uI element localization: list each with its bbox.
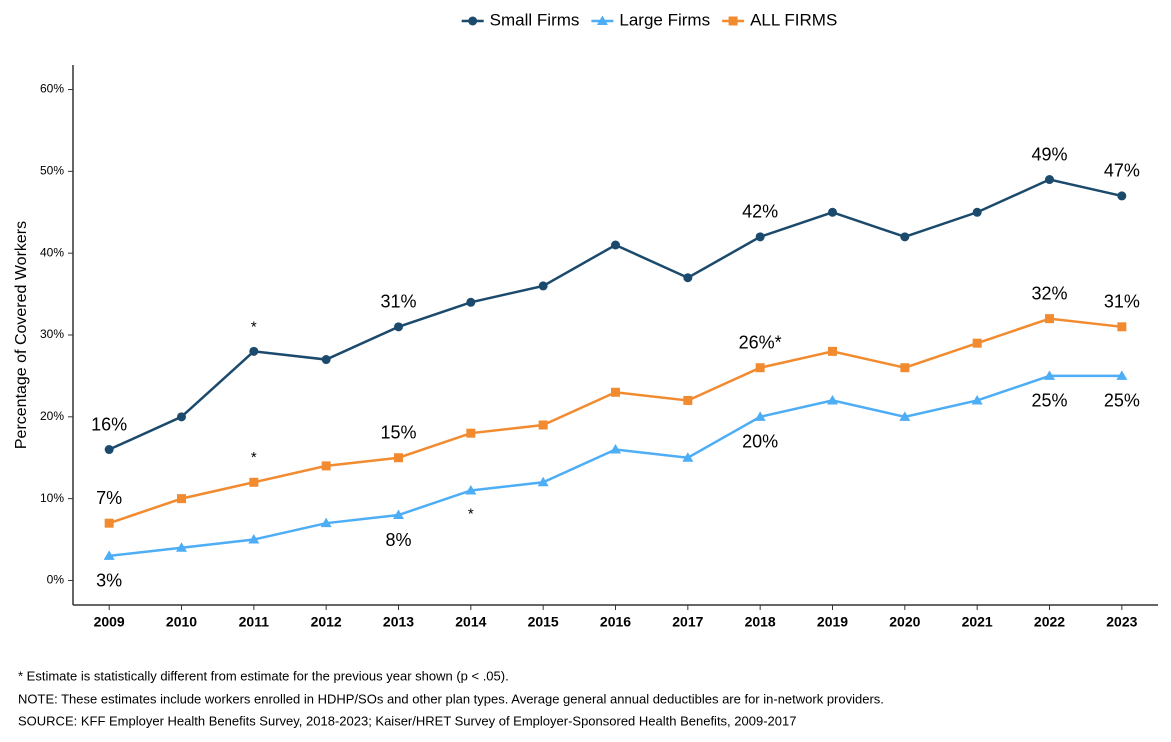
data-point: [538, 281, 548, 291]
y-tick-label: 20%: [40, 409, 64, 423]
x-tick-label: 2018: [745, 614, 776, 630]
annotation: *: [251, 318, 257, 335]
x-tick-label: 2022: [1034, 614, 1065, 630]
data-point: [466, 428, 476, 438]
data-label: 15%: [380, 422, 416, 442]
data-point: [754, 411, 766, 421]
data-point: [321, 355, 331, 365]
x-tick-label: 2015: [528, 614, 559, 630]
data-point: [683, 273, 693, 283]
data-point: [104, 518, 114, 528]
data-point: [972, 207, 982, 217]
data-point: [900, 363, 910, 373]
series-line: [108, 317, 1122, 525]
y-tick-label: 0%: [47, 573, 65, 587]
data-point: [755, 363, 765, 373]
data-label: 31%: [1104, 292, 1140, 312]
legend-label: ALL FIRMS: [750, 10, 837, 29]
data-point: [755, 232, 765, 242]
data-point: [466, 297, 476, 307]
series-line: [109, 374, 1122, 558]
x-tick-label: 2020: [889, 614, 920, 630]
legend-marker: [468, 16, 478, 26]
data-point: [394, 322, 403, 332]
data-label: 31%: [380, 292, 416, 312]
data-point: [1044, 370, 1055, 380]
data-point: [249, 477, 259, 487]
data-point: [611, 387, 620, 397]
data-point: [1117, 191, 1127, 201]
data-point: [177, 412, 186, 422]
data-label: 8%: [385, 530, 411, 550]
data-point: [103, 550, 115, 560]
x-tick-label: 2011: [239, 614, 270, 630]
x-tick-label: 2009: [94, 614, 125, 630]
y-tick-label: 50%: [40, 164, 64, 178]
data-point: [538, 420, 548, 430]
data-label: 20%: [742, 432, 778, 452]
data-point: [1045, 175, 1054, 185]
data-point: [321, 461, 331, 471]
x-tick-label: 2021: [962, 614, 993, 630]
x-tick-label: 2016: [600, 614, 631, 630]
footnote: NOTE: These estimates include workers en…: [18, 691, 884, 706]
footnote: SOURCE: KFF Employer Health Benefits Sur…: [18, 713, 796, 728]
data-point: [611, 240, 620, 250]
x-tick-label: 2013: [383, 614, 414, 630]
y-tick-label: 60%: [40, 82, 64, 96]
y-axis-title: Percentage of Covered Workers: [13, 221, 30, 449]
annotation: *: [468, 505, 474, 522]
x-tick-label: 2017: [672, 614, 703, 630]
data-point: [177, 494, 186, 504]
data-point: [900, 232, 910, 242]
data-point: [1116, 370, 1128, 380]
data-label: 49%: [1031, 144, 1067, 164]
legend-marker: [728, 16, 738, 26]
data-point: [393, 509, 404, 519]
series-line: [108, 178, 1123, 451]
data-point: [176, 542, 187, 552]
y-tick-label: 10%: [40, 491, 64, 505]
data-point: [827, 394, 838, 405]
x-tick-label: 2010: [166, 614, 197, 630]
data-label: 25%: [1104, 391, 1140, 411]
data-point: [899, 411, 911, 421]
x-tick-label: 2014: [455, 614, 486, 630]
data-point: [249, 346, 259, 356]
legend-label: Large Firms: [619, 10, 710, 29]
data-point: [683, 395, 693, 405]
data-point: [972, 338, 982, 348]
data-point: [104, 445, 114, 455]
data-point: [537, 476, 549, 487]
data-label: 42%: [742, 202, 778, 222]
data-label: 32%: [1031, 283, 1067, 303]
data-point: [610, 444, 621, 454]
data-point: [248, 534, 260, 544]
data-label: 25%: [1031, 391, 1067, 411]
y-tick-label: 30%: [40, 327, 64, 341]
footnote: * Estimate is statistically different fr…: [18, 668, 509, 683]
legend-label: Small Firms: [490, 10, 580, 29]
data-point: [828, 207, 837, 217]
x-tick-label: 2023: [1106, 614, 1137, 630]
data-point: [682, 452, 694, 462]
data-point: [394, 453, 403, 463]
data-point: [971, 394, 983, 405]
annotation: *: [251, 449, 257, 466]
data-label: 7%: [96, 488, 122, 508]
data-point: [828, 346, 837, 356]
data-point: [465, 484, 477, 495]
data-label: 47%: [1104, 161, 1140, 181]
data-point: [1117, 322, 1127, 332]
data-label: 26%*: [739, 332, 782, 352]
data-label: 3%: [96, 571, 122, 591]
data-point: [1045, 314, 1054, 324]
legend-marker: [596, 15, 608, 25]
y-tick-label: 40%: [40, 245, 64, 259]
x-tick-label: 2012: [311, 614, 342, 630]
x-tick-label: 2019: [817, 614, 848, 630]
data-label: 16%: [91, 414, 127, 434]
data-point: [320, 517, 332, 528]
